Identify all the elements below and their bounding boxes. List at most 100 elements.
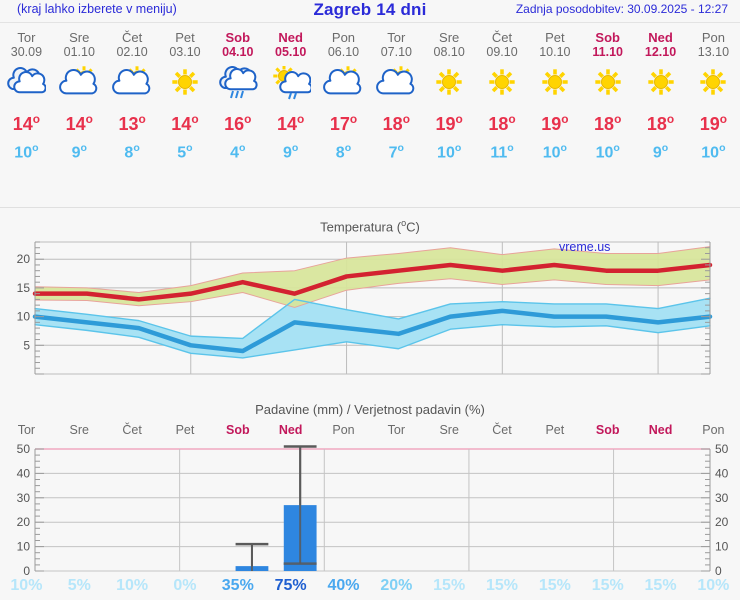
- svg-text:20: 20: [17, 253, 31, 267]
- weather-icon-row: [0, 59, 740, 104]
- rain-cloud-icon: [211, 62, 264, 104]
- day-date: 08.10: [433, 45, 465, 59]
- min-temp-value: 10o: [14, 142, 39, 162]
- precipitation-probability-value: 15%: [644, 577, 677, 594]
- day-name: Tor: [17, 30, 36, 45]
- day-header-cell: Pet 03.10: [159, 23, 212, 60]
- day-date: 05.10: [275, 45, 307, 59]
- weather-icon-cell: [0, 59, 53, 104]
- day-date: 09.10: [486, 45, 518, 59]
- day-date: 04.10: [222, 45, 254, 59]
- precipitation-probability-value: 0%: [173, 577, 197, 594]
- cloudy-icon: [0, 62, 53, 104]
- last-update-label: Zadnja posodobitev: 30.09.2025 - 12:27: [515, 2, 728, 16]
- weather-icon-cell: [634, 59, 687, 104]
- min-temp-value: 10o: [701, 142, 726, 162]
- temperature-title-degree: o: [401, 218, 407, 228]
- weather-icon-cell: [423, 59, 476, 104]
- weather-icon-cell: [211, 59, 264, 104]
- day-name: Pon: [331, 30, 356, 45]
- precipitation-day-label: Sre: [439, 423, 459, 437]
- max-temp-cell: 14o: [159, 104, 212, 134]
- precipitation-probability-value: 15%: [486, 577, 519, 594]
- max-temp-value: 19o: [699, 112, 728, 134]
- min-temp-row: 10o 9o 8o 5o 4o 9o 8o 7o 10o 11o 10o 10o 9o 10o: [0, 134, 740, 162]
- max-temp-cell: 16o: [211, 104, 264, 134]
- sunny-icon: [423, 62, 476, 104]
- day-name: Pet: [175, 30, 195, 45]
- precipitation-chart: Padavine (mm) / Verjetnost padavin (%) T…: [0, 402, 740, 595]
- precipitation-day-label: Čet: [492, 423, 512, 437]
- precipitation-day-label: Sob: [225, 423, 250, 437]
- max-temp-cell: 18o: [476, 104, 529, 134]
- svg-text:10: 10: [17, 310, 31, 324]
- max-temp-value: 19o: [435, 112, 463, 134]
- svg-text:10: 10: [715, 540, 729, 554]
- min-temp-cell: 10o: [528, 134, 581, 162]
- svg-text:30: 30: [715, 491, 729, 505]
- day-header-cell: Ned 05.10: [264, 23, 317, 60]
- day-date: 13.10: [697, 45, 730, 59]
- partly-sunny-icon: [53, 62, 106, 104]
- svg-text:30: 30: [17, 491, 31, 505]
- weather-icon-cell: [53, 59, 106, 104]
- max-temp-cell: 18o: [370, 104, 423, 134]
- max-temp-value: 18o: [594, 112, 622, 134]
- temperature-plot: 5 10 15 20: [17, 241, 713, 375]
- section-divider: [0, 207, 740, 208]
- max-temp-cell: 14o: [0, 104, 53, 134]
- precipitation-day-label: Sre: [69, 423, 89, 437]
- max-temp-value: 19o: [541, 112, 569, 134]
- page-header: (kraj lahko izberete v meniju) Zagreb 14…: [0, 0, 740, 23]
- svg-text:15: 15: [17, 281, 31, 295]
- min-temp-value: 11o: [490, 142, 514, 162]
- day-header-cell: Pon 13.10: [687, 23, 740, 60]
- min-temp-cell: 8o: [317, 134, 370, 162]
- min-temp-value: 10o: [437, 142, 462, 162]
- precipitation-probability-value: 10%: [10, 577, 43, 594]
- weather-icon-cell: [264, 59, 317, 104]
- max-temp-cell: 13o: [106, 104, 159, 134]
- precipitation-chart-title: Padavine (mm) / Verjetnost padavin (%): [255, 402, 485, 417]
- precipitation-day-label: Pon: [702, 423, 725, 437]
- precipitation-day-label: Tor: [17, 423, 36, 437]
- partly-sunny-icon: [370, 62, 423, 104]
- weather-icon-cell: [317, 59, 370, 104]
- max-temp-value: 18o: [646, 112, 675, 134]
- min-temp-cell: 10o: [0, 134, 53, 162]
- min-temp-value: 9o: [652, 142, 669, 162]
- min-temp-cell: 9o: [634, 134, 687, 162]
- sunny-icon: [528, 62, 581, 104]
- max-temp-value: 14o: [65, 112, 93, 134]
- min-temp-cell: 10o: [581, 134, 634, 162]
- precipitation-probability-value: 15%: [591, 577, 624, 594]
- svg-text:0: 0: [23, 564, 30, 578]
- weather-icon-cell: [370, 59, 423, 104]
- temperature-title-text: Temperatura (: [320, 219, 402, 235]
- temperature-chart: Temperatura (oC) 5 10 15 20 vreme.us: [0, 218, 740, 389]
- max-temp-cell: 18o: [581, 104, 634, 134]
- precipitation-day-label: Čet: [122, 423, 142, 437]
- watermark-label: vreme.us: [559, 240, 611, 254]
- min-temp-value: 9o: [282, 142, 299, 162]
- day-date: 06.10: [327, 45, 360, 59]
- min-temp-value: 10o: [542, 142, 567, 162]
- precipitation-day-label: Pon: [332, 423, 355, 437]
- weather-icon-cell: [159, 59, 212, 104]
- page-title: Zagreb 14 dni: [313, 0, 427, 19]
- day-name-row: Tor 30.09 Sre 01.10 Čet 02.10 Pet 03.10 Sob 04.10…: [0, 23, 740, 60]
- min-temp-value: 8o: [124, 142, 140, 162]
- min-temp-cell: 9o: [264, 134, 317, 162]
- weather-icon-cell: [106, 59, 159, 104]
- day-name: Ned: [648, 30, 673, 45]
- min-temp-cell: 10o: [687, 134, 740, 162]
- max-temp-value: 18o: [382, 112, 410, 134]
- precipitation-day-label: Pet: [175, 423, 195, 437]
- day-date: 01.10: [63, 45, 95, 59]
- weather-icon-cell: [476, 59, 529, 104]
- svg-text:20: 20: [715, 515, 729, 529]
- day-name: Pet: [545, 30, 565, 45]
- header-divider: [0, 22, 740, 23]
- sunny-icon: [634, 62, 687, 104]
- day-name: Sre: [439, 30, 460, 45]
